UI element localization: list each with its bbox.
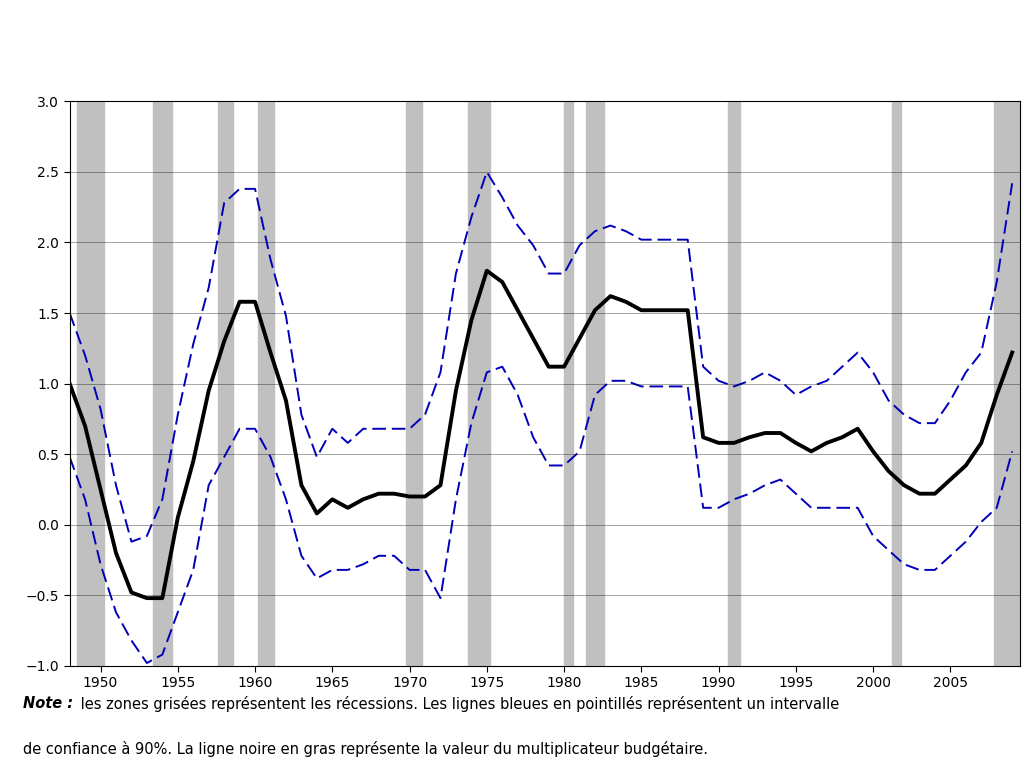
Text: les zones grisées représentent les récessions. Les lignes bleues en pointillés r: les zones grisées représentent les réces… [76, 696, 839, 712]
Bar [218, 101, 233, 666]
Text: Le multiplicateur budgétaire aux Etats-Unis: Le multiplicateur budgétaire aux Etats-U… [169, 15, 855, 44]
Bar [564, 101, 573, 666]
Text: ( Source : Auerbach A.J et Y. Gorodnichenko (2010), « Measuring the output respo: ( Source : Auerbach A.J et Y. Gorodniche… [143, 70, 881, 83]
Text: de confiance à 90%. La ligne noire en gras représente la valeur du multiplicateu: de confiance à 90%. La ligne noire en gr… [23, 741, 708, 757]
Bar [728, 101, 740, 666]
Bar [407, 101, 422, 666]
Bar [258, 101, 273, 666]
Bar [153, 101, 172, 666]
Bar [586, 101, 604, 666]
Text: Note :: Note : [23, 696, 73, 711]
Bar [993, 101, 1020, 666]
Bar [78, 101, 103, 666]
Bar [468, 101, 489, 666]
Bar [892, 101, 901, 666]
